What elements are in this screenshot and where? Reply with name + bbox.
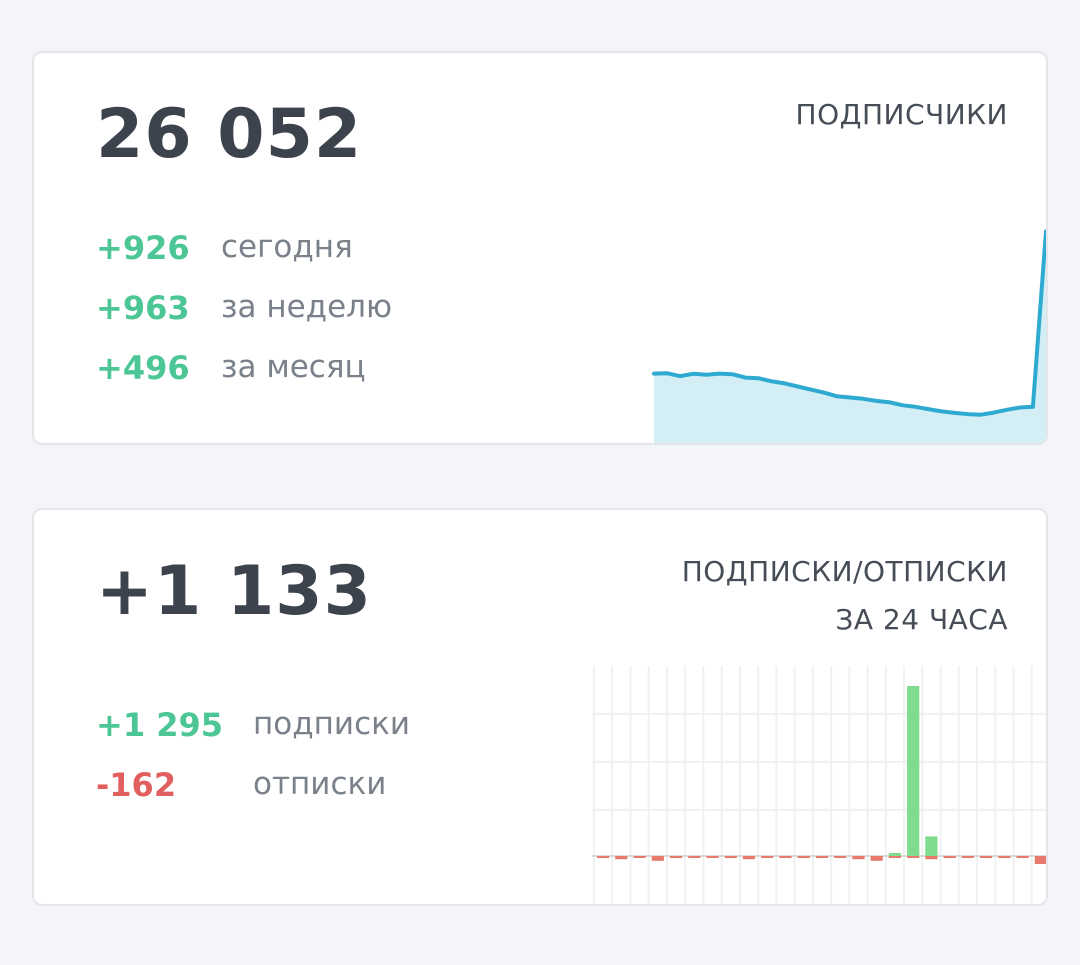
bar-unsubscribed	[980, 856, 993, 858]
flow-title-line2: ЗА 24 ЧАСА	[835, 602, 1008, 636]
bar-unsubscribed	[633, 856, 646, 858]
bar-unsubscribed	[888, 856, 901, 858]
bar-subscribed	[907, 686, 920, 856]
flow-card: +1 133 ПОДПИСКИ/ОТПИСКИ ЗА 24 ЧАСА +1 29…	[32, 508, 1048, 906]
bar-unsubscribed	[651, 856, 664, 861]
bar-unsubscribed	[761, 856, 774, 858]
stat-subscribed: +1 295 подписки	[96, 706, 410, 744]
bar-unsubscribed	[943, 856, 956, 858]
subscribers-card: 26 052 ПОДПИСЧИКИ +926 сегодня +963 за н…	[32, 51, 1048, 445]
bar-unsubscribed	[615, 856, 628, 860]
bar-unsubscribed	[742, 856, 756, 860]
bar-unsubscribed	[907, 856, 920, 858]
trend-line	[652, 229, 1046, 417]
stat-today-value: +926	[96, 229, 190, 267]
bar-unsubscribed	[688, 856, 701, 858]
hourly-flow-chart	[592, 666, 1046, 904]
stat-month-value: +496	[96, 349, 190, 387]
stat-subscribed-value: +1 295	[96, 706, 224, 744]
stat-week-label: за неделю	[221, 289, 393, 325]
bar-unsubscribed	[815, 856, 829, 858]
bar-unsubscribed	[1034, 856, 1046, 864]
bar-unsubscribed	[706, 856, 719, 858]
stat-week-value: +963	[96, 289, 190, 327]
flow-title: ПОДПИСКИ/ОТПИСКИ ЗА 24 ЧАСА	[682, 548, 1008, 643]
stat-today-label: сегодня	[221, 229, 353, 265]
bar-unsubscribed	[834, 856, 847, 858]
stat-week: +963 за неделю	[96, 289, 392, 327]
bar-unsubscribed	[852, 856, 865, 860]
bar-unsubscribed	[1016, 856, 1029, 858]
bar-unsubscribed	[870, 856, 883, 861]
bar-unsubscribed	[597, 856, 610, 858]
stat-unsubscribed-value: -162	[96, 766, 177, 804]
stat-month-label: за месяц	[221, 349, 366, 385]
net-change: +1 133	[96, 552, 372, 631]
stat-subscribed-label: подписки	[253, 706, 410, 742]
bar-subscribed	[925, 836, 938, 856]
subscribers-trend-chart	[652, 229, 1046, 443]
bar-unsubscribed	[998, 856, 1011, 858]
trend-area	[654, 231, 1046, 443]
bar-unsubscribed	[961, 856, 974, 858]
bar-unsubscribed	[724, 856, 737, 858]
subscribers-title: ПОДПИСЧИКИ	[795, 98, 1008, 131]
bar-unsubscribed	[797, 856, 810, 858]
bar-unsubscribed	[779, 856, 792, 858]
stat-unsubscribed: -162 отписки	[96, 766, 386, 804]
bar-unsubscribed	[670, 856, 683, 858]
stat-unsubscribed-label: отписки	[253, 766, 387, 802]
flow-title-line1: ПОДПИСКИ/ОТПИСКИ	[681, 555, 1008, 588]
bar-unsubscribed	[925, 856, 938, 860]
stat-today: +926 сегодня	[96, 229, 353, 267]
bar-subscribed	[888, 853, 901, 856]
subscribers-total: 26 052	[96, 95, 363, 174]
stat-month: +496 за месяц	[96, 349, 366, 387]
